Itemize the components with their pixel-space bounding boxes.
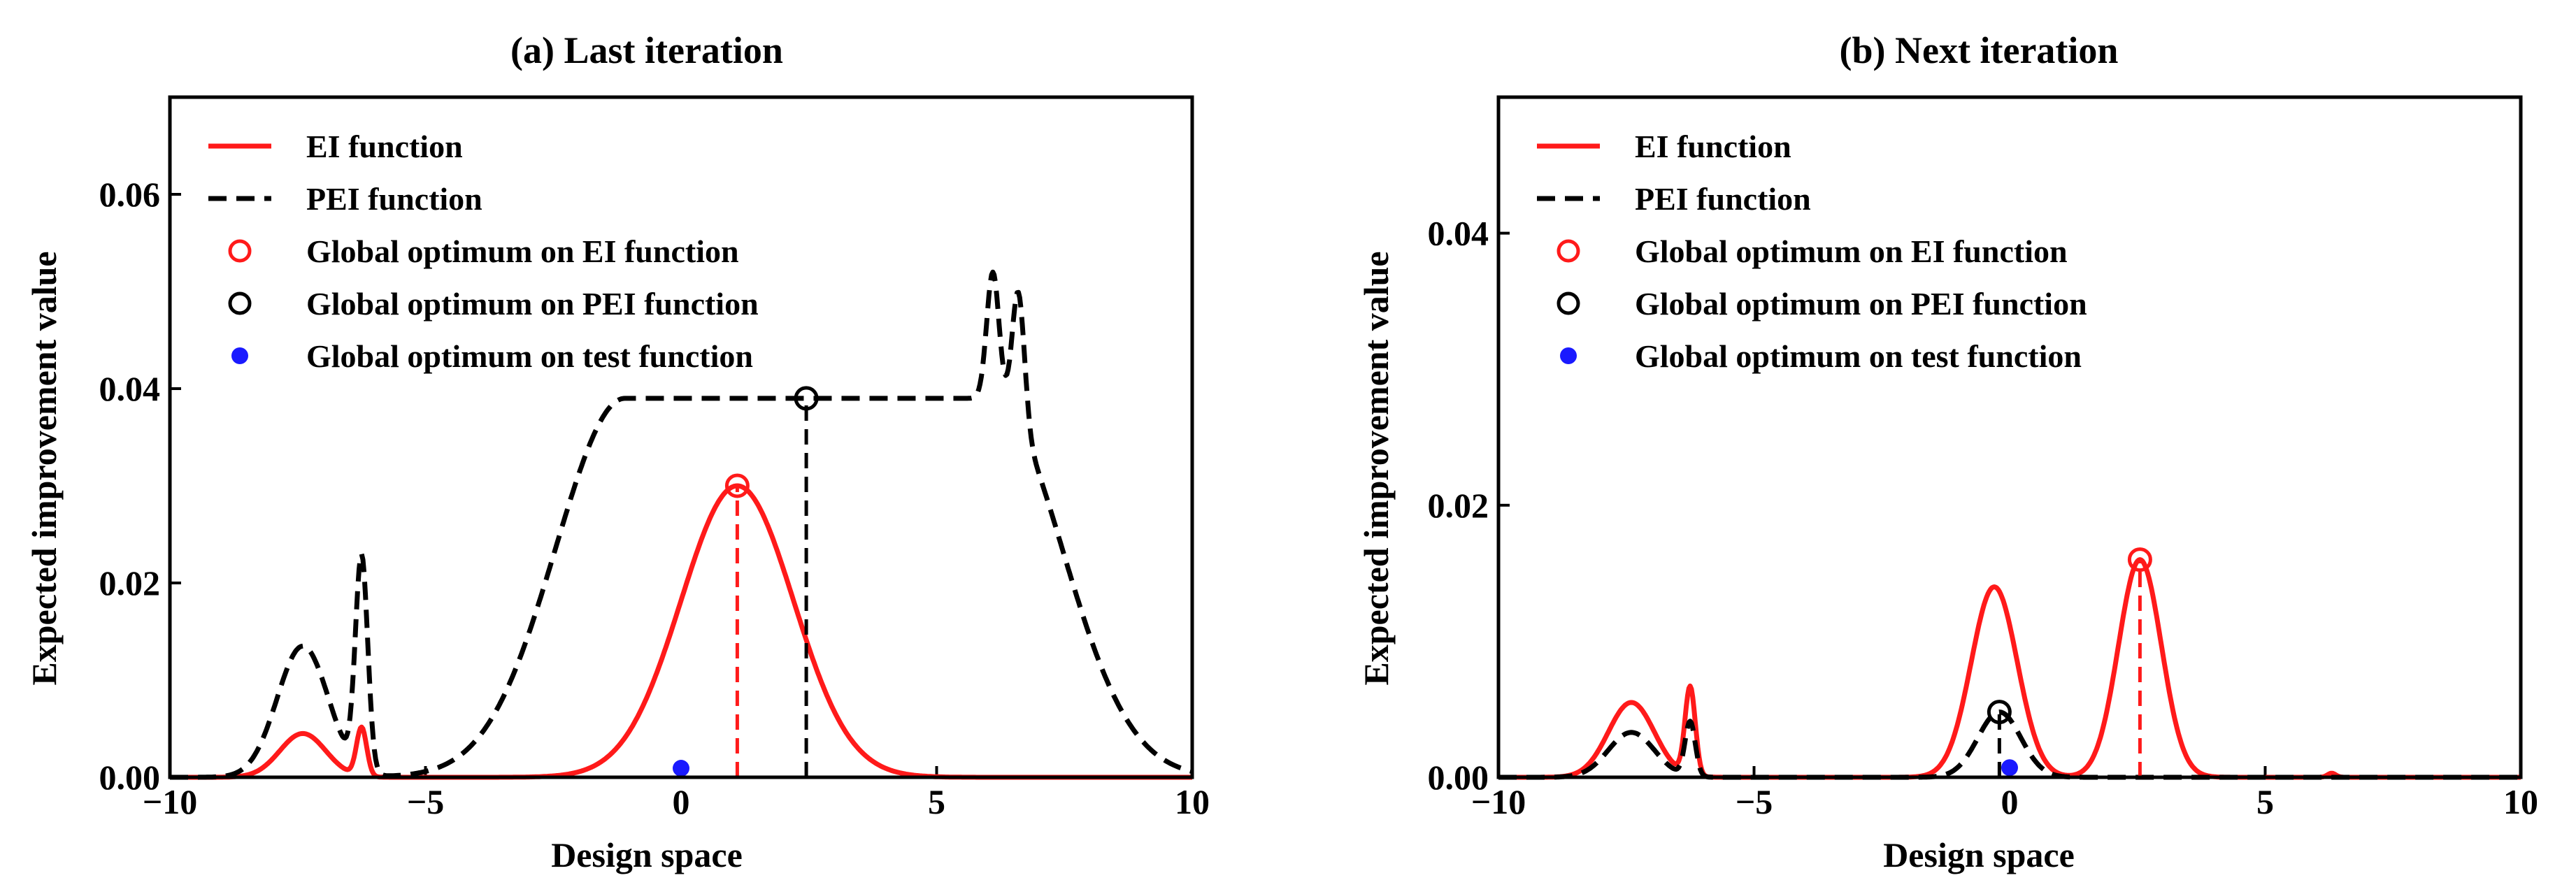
legend-label: PEI function xyxy=(306,181,482,217)
chart-panel-a: (a) Last iteration Design space Expected… xyxy=(24,29,1210,874)
x-axis-label: Design space xyxy=(1883,835,2075,874)
plot-frame xyxy=(1496,95,2523,779)
x-tick-label: 5 xyxy=(2256,782,2274,821)
global-optimum-on-pei-function-marker xyxy=(1987,700,2012,725)
plot-frame xyxy=(168,95,1194,779)
y-tick-label: 0.00 xyxy=(99,758,161,797)
global-optimum-on-test-function-marker xyxy=(2001,759,2018,777)
x-tick-label: 5 xyxy=(928,782,945,821)
global-optimum-on-ei-function-marker xyxy=(2127,547,2152,572)
legend: EI function PEI function Global optimum on… xyxy=(1537,129,2087,374)
x-tick-label: −5 xyxy=(1736,782,1773,821)
legend-handle-2 xyxy=(228,239,252,263)
y-tick-label: 0.02 xyxy=(1428,486,1489,525)
plot-area: −10 −5 0 5 10 0.00 0.02 0.04 0.06 xyxy=(99,175,1210,821)
pei-function-line xyxy=(169,269,1194,780)
x-tick-label: 0 xyxy=(2001,782,2019,821)
y-tick-label: 0.06 xyxy=(99,175,161,214)
global-optimum-on-test-function-marker xyxy=(673,760,689,777)
x-tick-label: −5 xyxy=(407,782,445,821)
x-tick-label: 10 xyxy=(1175,782,1210,821)
chart-title: (b) Next iteration xyxy=(1840,29,2119,71)
y-tick-label: 0.02 xyxy=(99,563,161,603)
y-tick-label: 0.00 xyxy=(1428,758,1489,797)
legend-label: EI function xyxy=(1635,129,1791,164)
x-tick-label: −10 xyxy=(1471,782,1526,821)
legend-handle-3 xyxy=(228,291,252,315)
y-axis-label: Expected improvement value xyxy=(1357,251,1396,685)
y-axis-label: Expected improvement value xyxy=(24,251,64,685)
legend-label: Global optimum on PEI function xyxy=(306,286,759,322)
global-optimum-on-ei-function-marker xyxy=(724,473,750,498)
x-tick-label: 0 xyxy=(673,782,690,821)
legend-label: Global optimum on EI function xyxy=(306,233,739,269)
legend-handle-3 xyxy=(1557,291,1580,315)
legend-handle-4 xyxy=(1560,347,1577,364)
chart-panel-b: (b) Next iteration Design space Expected… xyxy=(1357,29,2538,874)
legend-label: Global optimum on test function xyxy=(306,338,753,374)
x-tick-label: −10 xyxy=(143,782,198,821)
pei-function-line xyxy=(1497,709,2522,780)
legend-label: Global optimum on test function xyxy=(1635,338,2082,374)
x-axis-label: Design space xyxy=(551,835,743,874)
y-tick-label: 0.04 xyxy=(1428,214,1489,253)
legend-handle-4 xyxy=(231,347,248,364)
x-tick-label: 10 xyxy=(2503,782,2538,821)
legend-handle-2 xyxy=(1557,239,1580,263)
legend-label: PEI function xyxy=(1635,181,1811,217)
chart-title: (a) Last iteration xyxy=(510,29,783,71)
legend-label: EI function xyxy=(306,129,463,164)
legend-label: Global optimum on PEI function xyxy=(1635,286,2087,322)
legend: EI function PEI function Global optimum on… xyxy=(208,129,759,374)
global-optimum-on-pei-function-marker xyxy=(794,386,819,411)
legend-label: Global optimum on EI function xyxy=(1635,233,2068,269)
y-tick-label: 0.04 xyxy=(99,369,161,408)
